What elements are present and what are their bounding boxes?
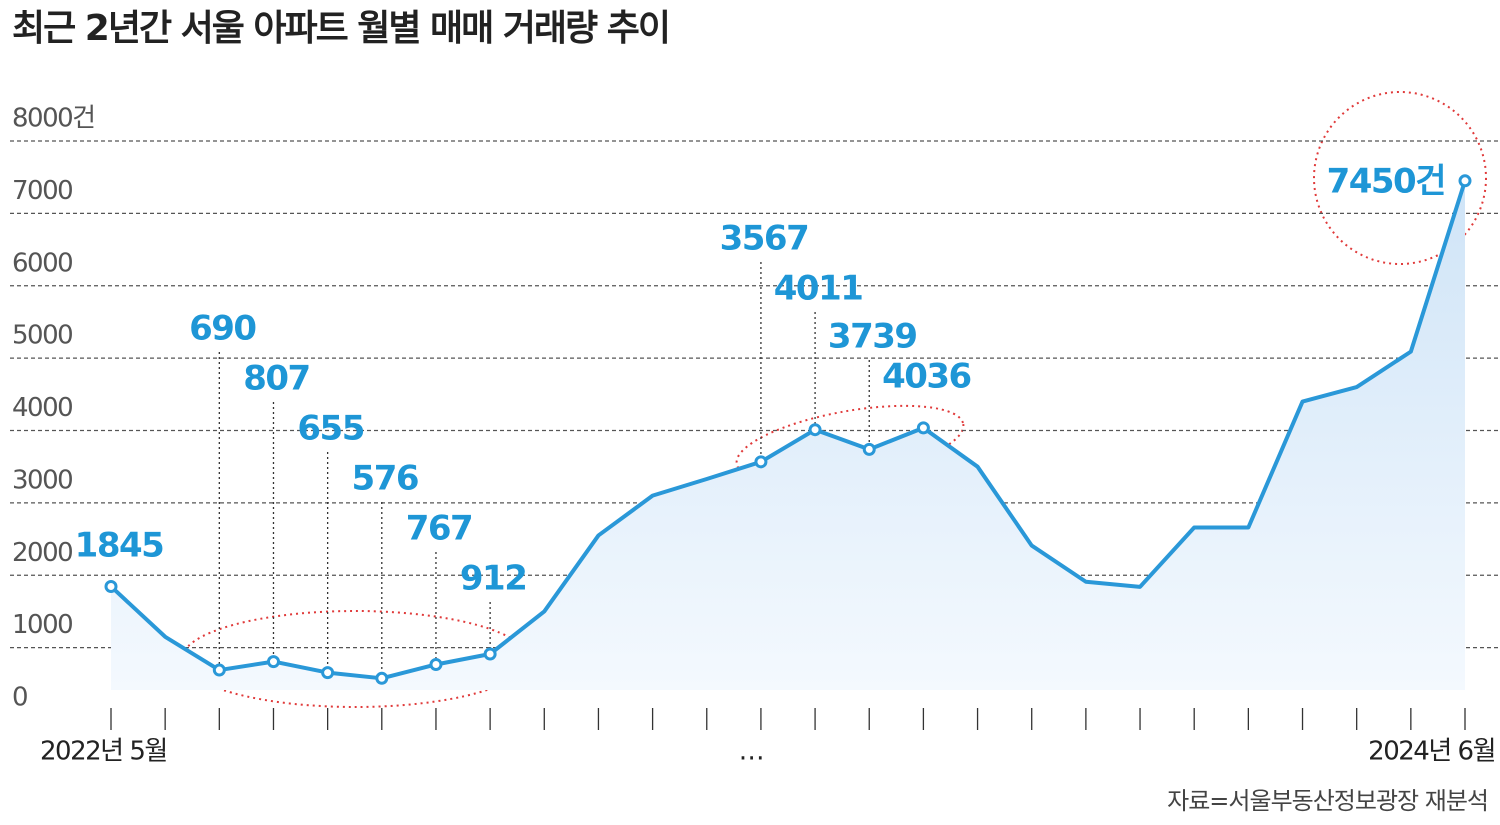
data-point	[483, 647, 497, 661]
y-tick-label: 0	[12, 683, 27, 713]
y-tick-label: 4000	[12, 393, 72, 423]
data-point	[808, 423, 822, 437]
x-tick-label: 2024년 6월	[1368, 737, 1495, 767]
data-label: 655	[297, 409, 363, 449]
data-point	[266, 655, 280, 669]
data-label: 690	[189, 309, 256, 349]
data-label: 7450건	[1327, 162, 1445, 202]
y-tick-label: 1000	[12, 610, 72, 640]
data-point	[321, 666, 335, 680]
data-label: 912	[460, 559, 526, 599]
data-label: 576	[352, 459, 418, 499]
data-label: 3567	[720, 219, 809, 259]
highlight-ellipse	[735, 404, 965, 484]
x-tick-label: 2022년 5월	[40, 737, 167, 767]
y-tick-label: 2000	[12, 538, 72, 568]
data-point	[1458, 174, 1472, 188]
data-point	[862, 442, 876, 456]
y-tick-label: 8000건	[12, 104, 95, 134]
data-label: 4036	[882, 357, 971, 397]
x-tick-label: …	[739, 737, 764, 767]
highlight-ellipse	[1313, 91, 1487, 265]
y-tick-label: 6000	[12, 248, 72, 278]
source-note: 자료=서울부동산정보광장 재분석	[1167, 787, 1488, 815]
data-point	[375, 671, 389, 685]
line	[109, 180, 1467, 681]
data-point	[754, 455, 768, 469]
data-label: 767	[406, 509, 472, 549]
data-point	[429, 657, 443, 671]
data-label: 1845	[75, 526, 164, 566]
data-point	[916, 421, 930, 435]
data-label: 807	[243, 359, 309, 399]
area	[111, 180, 1465, 690]
data-label: 3739	[828, 317, 917, 357]
data-point	[104, 579, 118, 593]
data-label: 4011	[774, 269, 863, 309]
y-tick-label: 5000	[12, 321, 72, 351]
y-tick-label: 7000	[12, 176, 72, 206]
chart-title: 최근 2년간 서울 아파트 월별 매매 거래량 추이	[12, 8, 669, 49]
data-point	[212, 663, 226, 677]
y-tick-label: 3000	[12, 465, 72, 495]
